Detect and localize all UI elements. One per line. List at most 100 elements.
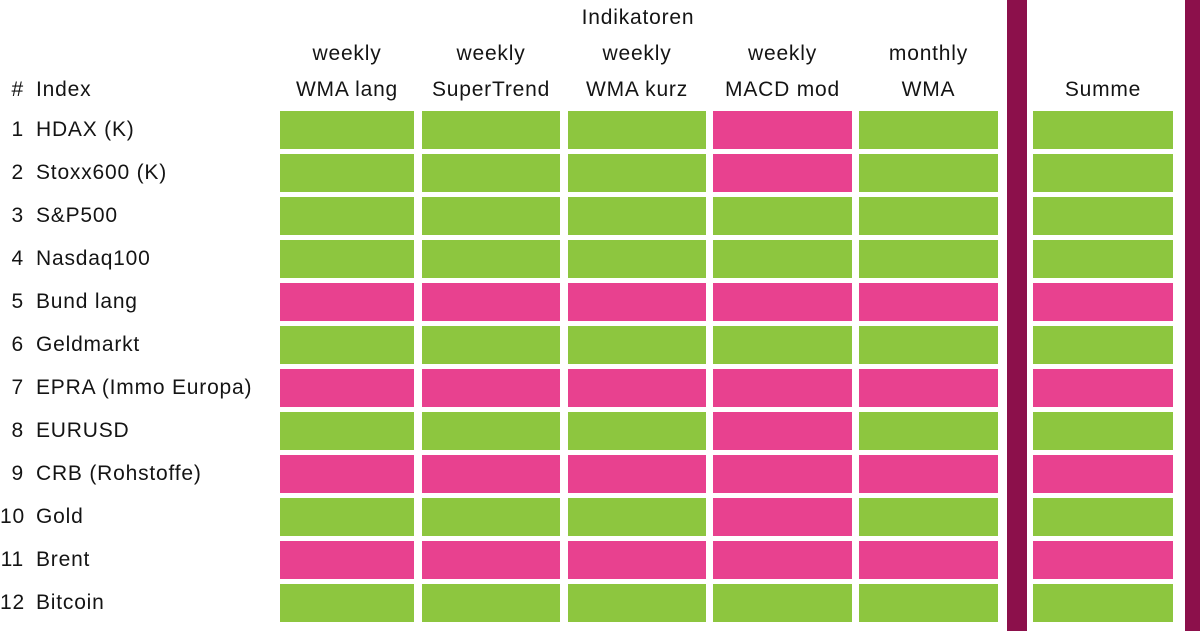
summe-cell <box>1033 326 1173 364</box>
indicator-cell <box>568 283 706 321</box>
column-period-label: weekly <box>748 42 817 65</box>
column-period-label: monthly <box>888 42 969 65</box>
indicator-cell <box>859 369 998 407</box>
column-indicator-label: WMA <box>901 78 956 101</box>
indicator-cell <box>422 326 560 364</box>
chart-title: Indikatoren <box>581 6 695 29</box>
column-indicator-label: WMA kurz <box>585 78 689 101</box>
indicator-cell <box>280 197 414 235</box>
row-number: 1 <box>11 118 24 141</box>
indicator-cell <box>859 498 998 536</box>
row-number: 8 <box>11 419 24 442</box>
indicator-cell <box>859 283 998 321</box>
indicator-cell <box>713 283 852 321</box>
row-number: 10 <box>0 505 25 528</box>
row-label: EURUSD <box>36 419 130 442</box>
row-label: Bund lang <box>36 290 138 313</box>
indicator-cell <box>568 541 706 579</box>
row-label: S&P500 <box>36 204 118 227</box>
indicator-cell <box>422 541 560 579</box>
column-indicator-label: WMA lang <box>295 78 399 101</box>
indicator-cell <box>280 584 414 622</box>
row-number: 11 <box>0 548 24 571</box>
indicator-cell <box>713 326 852 364</box>
indicator-cell <box>422 584 560 622</box>
summe-cell <box>1033 240 1173 278</box>
indicator-cell <box>713 455 852 493</box>
indicator-cell <box>422 240 560 278</box>
indicator-cell <box>713 197 852 235</box>
summe-cell <box>1033 283 1173 321</box>
row-number: 2 <box>11 161 24 184</box>
indicator-cell <box>280 455 414 493</box>
row-label: Stoxx600 (K) <box>36 161 167 184</box>
indicator-cell <box>713 154 852 192</box>
indicator-cell <box>713 498 852 536</box>
indicator-cell <box>859 541 998 579</box>
row-number: 12 <box>0 591 25 614</box>
row-number: 7 <box>11 376 24 399</box>
indicator-cell <box>568 111 706 149</box>
row-label: EPRA (Immo Europa) <box>36 376 253 399</box>
column-period-label: weekly <box>602 42 672 65</box>
row-label: Bitcoin <box>36 591 105 614</box>
indicator-cell <box>859 154 998 192</box>
indicator-cell <box>859 111 998 149</box>
indicator-cell <box>422 498 560 536</box>
summe-cell <box>1033 412 1173 450</box>
summe-cell <box>1033 498 1173 536</box>
row-number: 9 <box>11 462 24 485</box>
row-number: 4 <box>11 247 24 270</box>
summe-cell <box>1033 541 1173 579</box>
indicator-cell <box>422 369 560 407</box>
column-indicator-label: SuperTrend <box>431 78 551 101</box>
summe-cell <box>1033 455 1173 493</box>
indicator-cell <box>568 412 706 450</box>
indicator-cell <box>568 369 706 407</box>
indicator-cell <box>859 584 998 622</box>
indicator-cell <box>422 283 560 321</box>
index-header-label: Index <box>36 78 92 101</box>
indicator-cell <box>713 412 852 450</box>
indicator-cell <box>422 455 560 493</box>
indicator-cell <box>280 283 414 321</box>
separator-bar <box>1007 0 1027 631</box>
summe-header: Summe <box>1064 78 1142 101</box>
summe-cell <box>1033 197 1173 235</box>
index-header-hash: # <box>11 78 24 101</box>
indicator-cell <box>568 498 706 536</box>
indicator-cell <box>568 455 706 493</box>
indicator-cell <box>280 369 414 407</box>
row-label: CRB (Rohstoffe) <box>36 462 202 485</box>
indicator-cell <box>568 584 706 622</box>
row-number: 5 <box>11 290 24 313</box>
row-number: 6 <box>11 333 24 356</box>
indicator-cell <box>859 240 998 278</box>
summe-cell <box>1033 584 1173 622</box>
row-label: Nasdaq100 <box>36 247 151 270</box>
row-number: 3 <box>11 204 24 227</box>
indicator-cell <box>713 111 852 149</box>
indicator-cell <box>568 154 706 192</box>
row-label: HDAX (K) <box>36 118 135 141</box>
indicator-cell <box>859 455 998 493</box>
indicator-cell <box>713 584 852 622</box>
indicator-cell <box>280 541 414 579</box>
indicator-cell <box>280 412 414 450</box>
row-label: Gold <box>36 505 84 528</box>
indicator-cell <box>422 412 560 450</box>
indicator-cell <box>713 240 852 278</box>
column-period-label: weekly <box>312 42 382 65</box>
indicator-cell <box>713 369 852 407</box>
row-label: Geldmarkt <box>36 333 141 356</box>
indicator-cell <box>422 111 560 149</box>
indicator-cell <box>713 541 852 579</box>
indicator-cell <box>422 154 560 192</box>
summe-cell <box>1033 369 1173 407</box>
indicator-cell <box>859 412 998 450</box>
indicator-cell <box>422 197 560 235</box>
right-edge-bar <box>1185 0 1200 631</box>
row-label: Brent <box>36 548 91 571</box>
indicator-cell <box>859 326 998 364</box>
